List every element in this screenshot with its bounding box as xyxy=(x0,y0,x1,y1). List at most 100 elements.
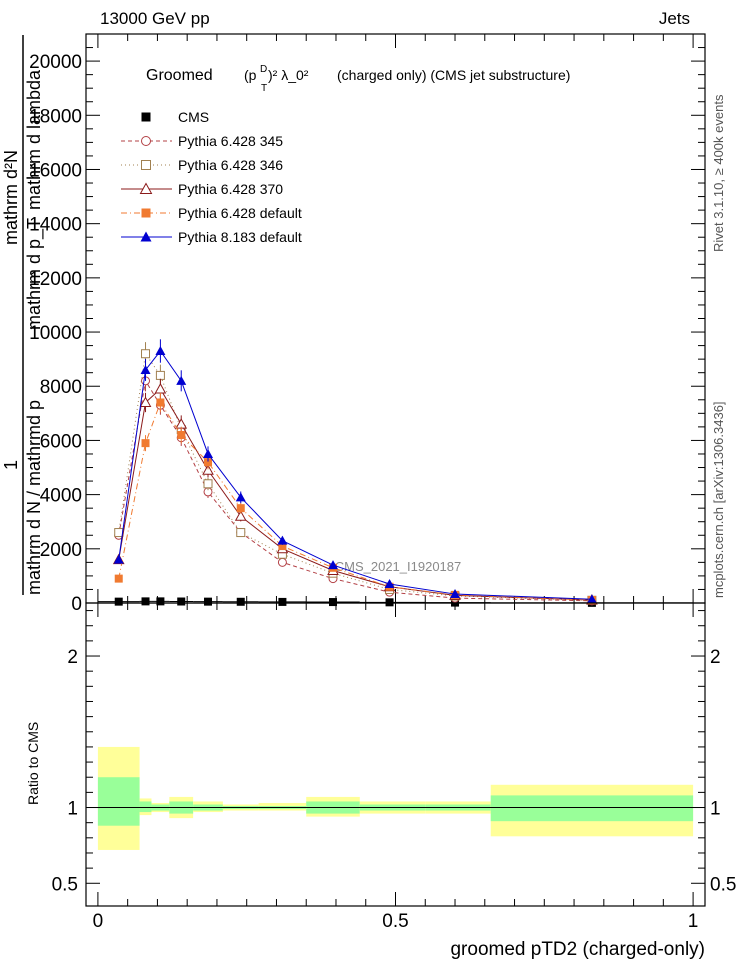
y-tick-label: 16000 xyxy=(29,160,82,181)
data-point xyxy=(155,370,165,380)
data-point xyxy=(139,396,152,407)
data-point xyxy=(277,535,288,545)
x-tick-label: 0.5 xyxy=(382,911,408,932)
y-axis-label: 1 mathrm d N / mathrmd p mathrm d p_T ma… xyxy=(1,35,45,595)
title-formula: (p xyxy=(244,67,257,83)
title-tail: (charged only) (CMS jet substructure) xyxy=(337,67,570,83)
legend-label: Pythia 6.428 370 xyxy=(178,181,283,197)
data-point xyxy=(141,349,151,359)
y-tick-label: 8000 xyxy=(40,377,82,398)
y-tick-label: 14000 xyxy=(29,215,82,236)
data-point xyxy=(278,597,287,606)
data-point xyxy=(177,597,186,606)
legend-entry: Pythia 6.428 346 xyxy=(121,157,283,173)
data-point xyxy=(586,594,597,604)
data-point xyxy=(114,528,124,538)
legend-entry: CMS xyxy=(141,109,209,125)
main-plot: 0 2000 4000 6000 8000 10000 12000 14000 16000 180… xyxy=(29,33,706,615)
legend-marker xyxy=(141,136,151,146)
ratio-plot: 0 0.5 1 0.5 0.5 1 1 2 2 xyxy=(52,602,736,932)
x-tick-label: 1 xyxy=(688,911,699,932)
data-point xyxy=(278,542,287,551)
data-point xyxy=(141,597,150,606)
data-point xyxy=(177,431,186,440)
data-point xyxy=(236,504,245,513)
y-tick-label: 12000 xyxy=(29,269,82,290)
data-point xyxy=(113,554,124,564)
legend-marker xyxy=(141,160,151,170)
ratio-band-green xyxy=(139,801,152,813)
y-tick-label: 18000 xyxy=(29,106,82,127)
data-point xyxy=(384,579,395,589)
title-pre: Groomed xyxy=(146,67,213,84)
y-tick-label: 2000 xyxy=(40,540,82,561)
title-sub: T xyxy=(261,83,267,94)
rivet-label: Rivet 3.1.10, ≥ 400k events xyxy=(711,94,726,252)
series-pythia-8-183-default xyxy=(113,339,597,604)
data-point xyxy=(329,598,338,607)
ylabel-line-3: mathrm d p_T xyxy=(24,218,45,330)
legend: CMS Pythia 6.428 345 Pythia 6.428 346 Pythi… xyxy=(121,109,302,245)
legend-marker xyxy=(141,208,151,218)
legend-entry: Pythia 6.428 default xyxy=(121,205,302,221)
ratio-y-tick-label: 0.5 xyxy=(52,874,78,895)
mcplots-label: mcplots.cern.ch [arXiv:1306.3436] xyxy=(711,401,726,598)
data-point xyxy=(236,597,245,606)
data-point xyxy=(141,439,150,448)
ylabel-line-2: mathrm d N / mathrmd p xyxy=(24,400,44,595)
data-point xyxy=(236,528,246,538)
ratio-band-green xyxy=(97,777,140,826)
y-tick-label: 20000 xyxy=(29,52,82,73)
ratio-y-tick-label-right: 1 xyxy=(710,799,721,820)
data-point xyxy=(154,382,167,394)
legend-label: Pythia 6.428 345 xyxy=(178,133,283,149)
ratio-y-tick-label: 2 xyxy=(67,647,78,668)
ylabel-line-1: 1 xyxy=(1,460,21,470)
ylabel-line-4: mathrm d lambda xyxy=(24,69,44,210)
chart-title: Groomed (p D T )² λ_0² (charged only) (C… xyxy=(146,64,570,94)
legend-label: Pythia 6.428 346 xyxy=(178,157,283,173)
y-tick-label: 10000 xyxy=(29,323,82,344)
data-point xyxy=(156,597,165,606)
data-point xyxy=(176,375,187,385)
x-axis-label: groomed pTD2 (charged-only) xyxy=(450,939,705,960)
data-point xyxy=(234,510,247,521)
header-left: 13000 GeV pp xyxy=(100,9,210,28)
ratio-frame xyxy=(85,602,706,907)
data-point xyxy=(450,589,461,599)
legend-entry: Pythia 6.428 370 xyxy=(121,181,283,197)
legend-marker xyxy=(139,182,153,194)
data-point xyxy=(328,560,339,570)
data-point xyxy=(204,458,213,467)
data-point xyxy=(114,597,123,606)
data-point xyxy=(114,574,123,583)
data-point xyxy=(385,598,394,607)
data-point xyxy=(277,557,287,567)
title-sup: D xyxy=(260,64,267,75)
ratio-band-green xyxy=(490,795,694,822)
y-tick-label: 4000 xyxy=(40,486,82,507)
data-point xyxy=(235,492,246,502)
ratio-y-tick-label-right: 2 xyxy=(710,647,721,668)
ratio-ylabel: Ratio to CMS xyxy=(25,722,41,805)
legend-marker xyxy=(140,231,152,242)
legend-entry: Pythia 6.428 345 xyxy=(121,133,283,149)
ylabel-line-5: mathrm d²N xyxy=(1,150,21,245)
title-post: )² λ_0² xyxy=(268,67,309,83)
x-tick-label: 0 xyxy=(93,911,104,932)
y-tick-label: 0 xyxy=(71,594,82,615)
ratio-y-tick-label-right: 0.5 xyxy=(710,874,736,895)
data-point xyxy=(204,597,213,606)
data-point xyxy=(155,346,166,356)
header-right: Jets xyxy=(659,9,690,28)
data-point xyxy=(202,464,214,475)
legend-label: Pythia 8.183 default xyxy=(178,229,302,245)
data-point xyxy=(140,364,151,374)
legend-entry: Pythia 8.183 default xyxy=(121,229,302,245)
data-point xyxy=(156,398,165,407)
legend-marker xyxy=(141,112,151,122)
data-point xyxy=(203,479,213,489)
data-point xyxy=(203,448,214,458)
ratio-y-tick-label: 1 xyxy=(67,799,78,820)
